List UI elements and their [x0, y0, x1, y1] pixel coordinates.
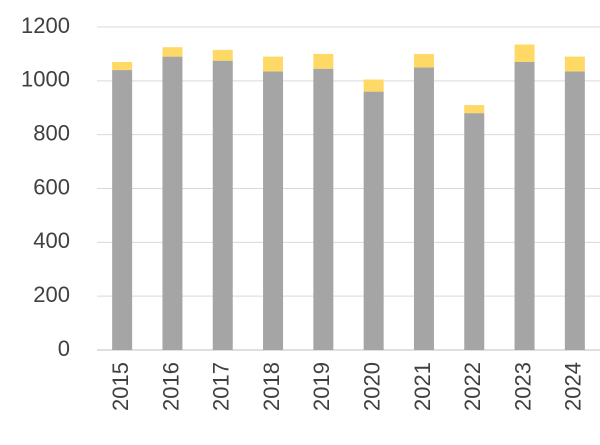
y-tick-label: 1000 — [21, 67, 70, 92]
bar-segment — [212, 60, 233, 350]
x-tick-label: 2021 — [410, 362, 435, 411]
bar-segment — [564, 56, 585, 72]
y-tick-label: 1200 — [21, 13, 70, 38]
bar-segment — [313, 68, 334, 351]
bar-segment — [112, 61, 133, 71]
y-tick-label: 600 — [33, 174, 70, 199]
x-tick-label: 2023 — [510, 362, 535, 411]
x-tick-label: 2018 — [259, 362, 284, 411]
bar-segment — [363, 91, 384, 350]
bar-segment — [112, 70, 133, 351]
x-tick-label: 2020 — [359, 362, 384, 411]
bar-segment — [514, 44, 535, 62]
bar-segment — [263, 71, 284, 350]
bar-segment — [263, 56, 284, 72]
y-tick-label: 400 — [33, 228, 70, 253]
bar-segment — [514, 61, 535, 350]
bar-segment — [464, 105, 485, 114]
bar-segment — [162, 47, 183, 57]
bar-segment — [313, 53, 334, 69]
bar-segment — [162, 56, 183, 350]
bar-segment — [212, 49, 233, 61]
bar-segment — [363, 79, 384, 92]
y-tick-label: 800 — [33, 120, 70, 145]
x-tick-label: 2024 — [561, 362, 586, 411]
y-tick-label: 200 — [33, 282, 70, 307]
bar-segment — [564, 71, 585, 350]
x-tick-label: 2016 — [158, 362, 183, 411]
bar-segment — [413, 67, 434, 350]
x-tick-label: 2017 — [209, 362, 234, 411]
bar-segment — [464, 113, 485, 350]
bar-segment — [413, 53, 434, 68]
y-tick-label: 0 — [58, 336, 70, 361]
x-tick-label: 2015 — [108, 362, 133, 411]
x-tick-label: 2022 — [460, 362, 485, 411]
x-tick-label: 2019 — [309, 362, 334, 411]
